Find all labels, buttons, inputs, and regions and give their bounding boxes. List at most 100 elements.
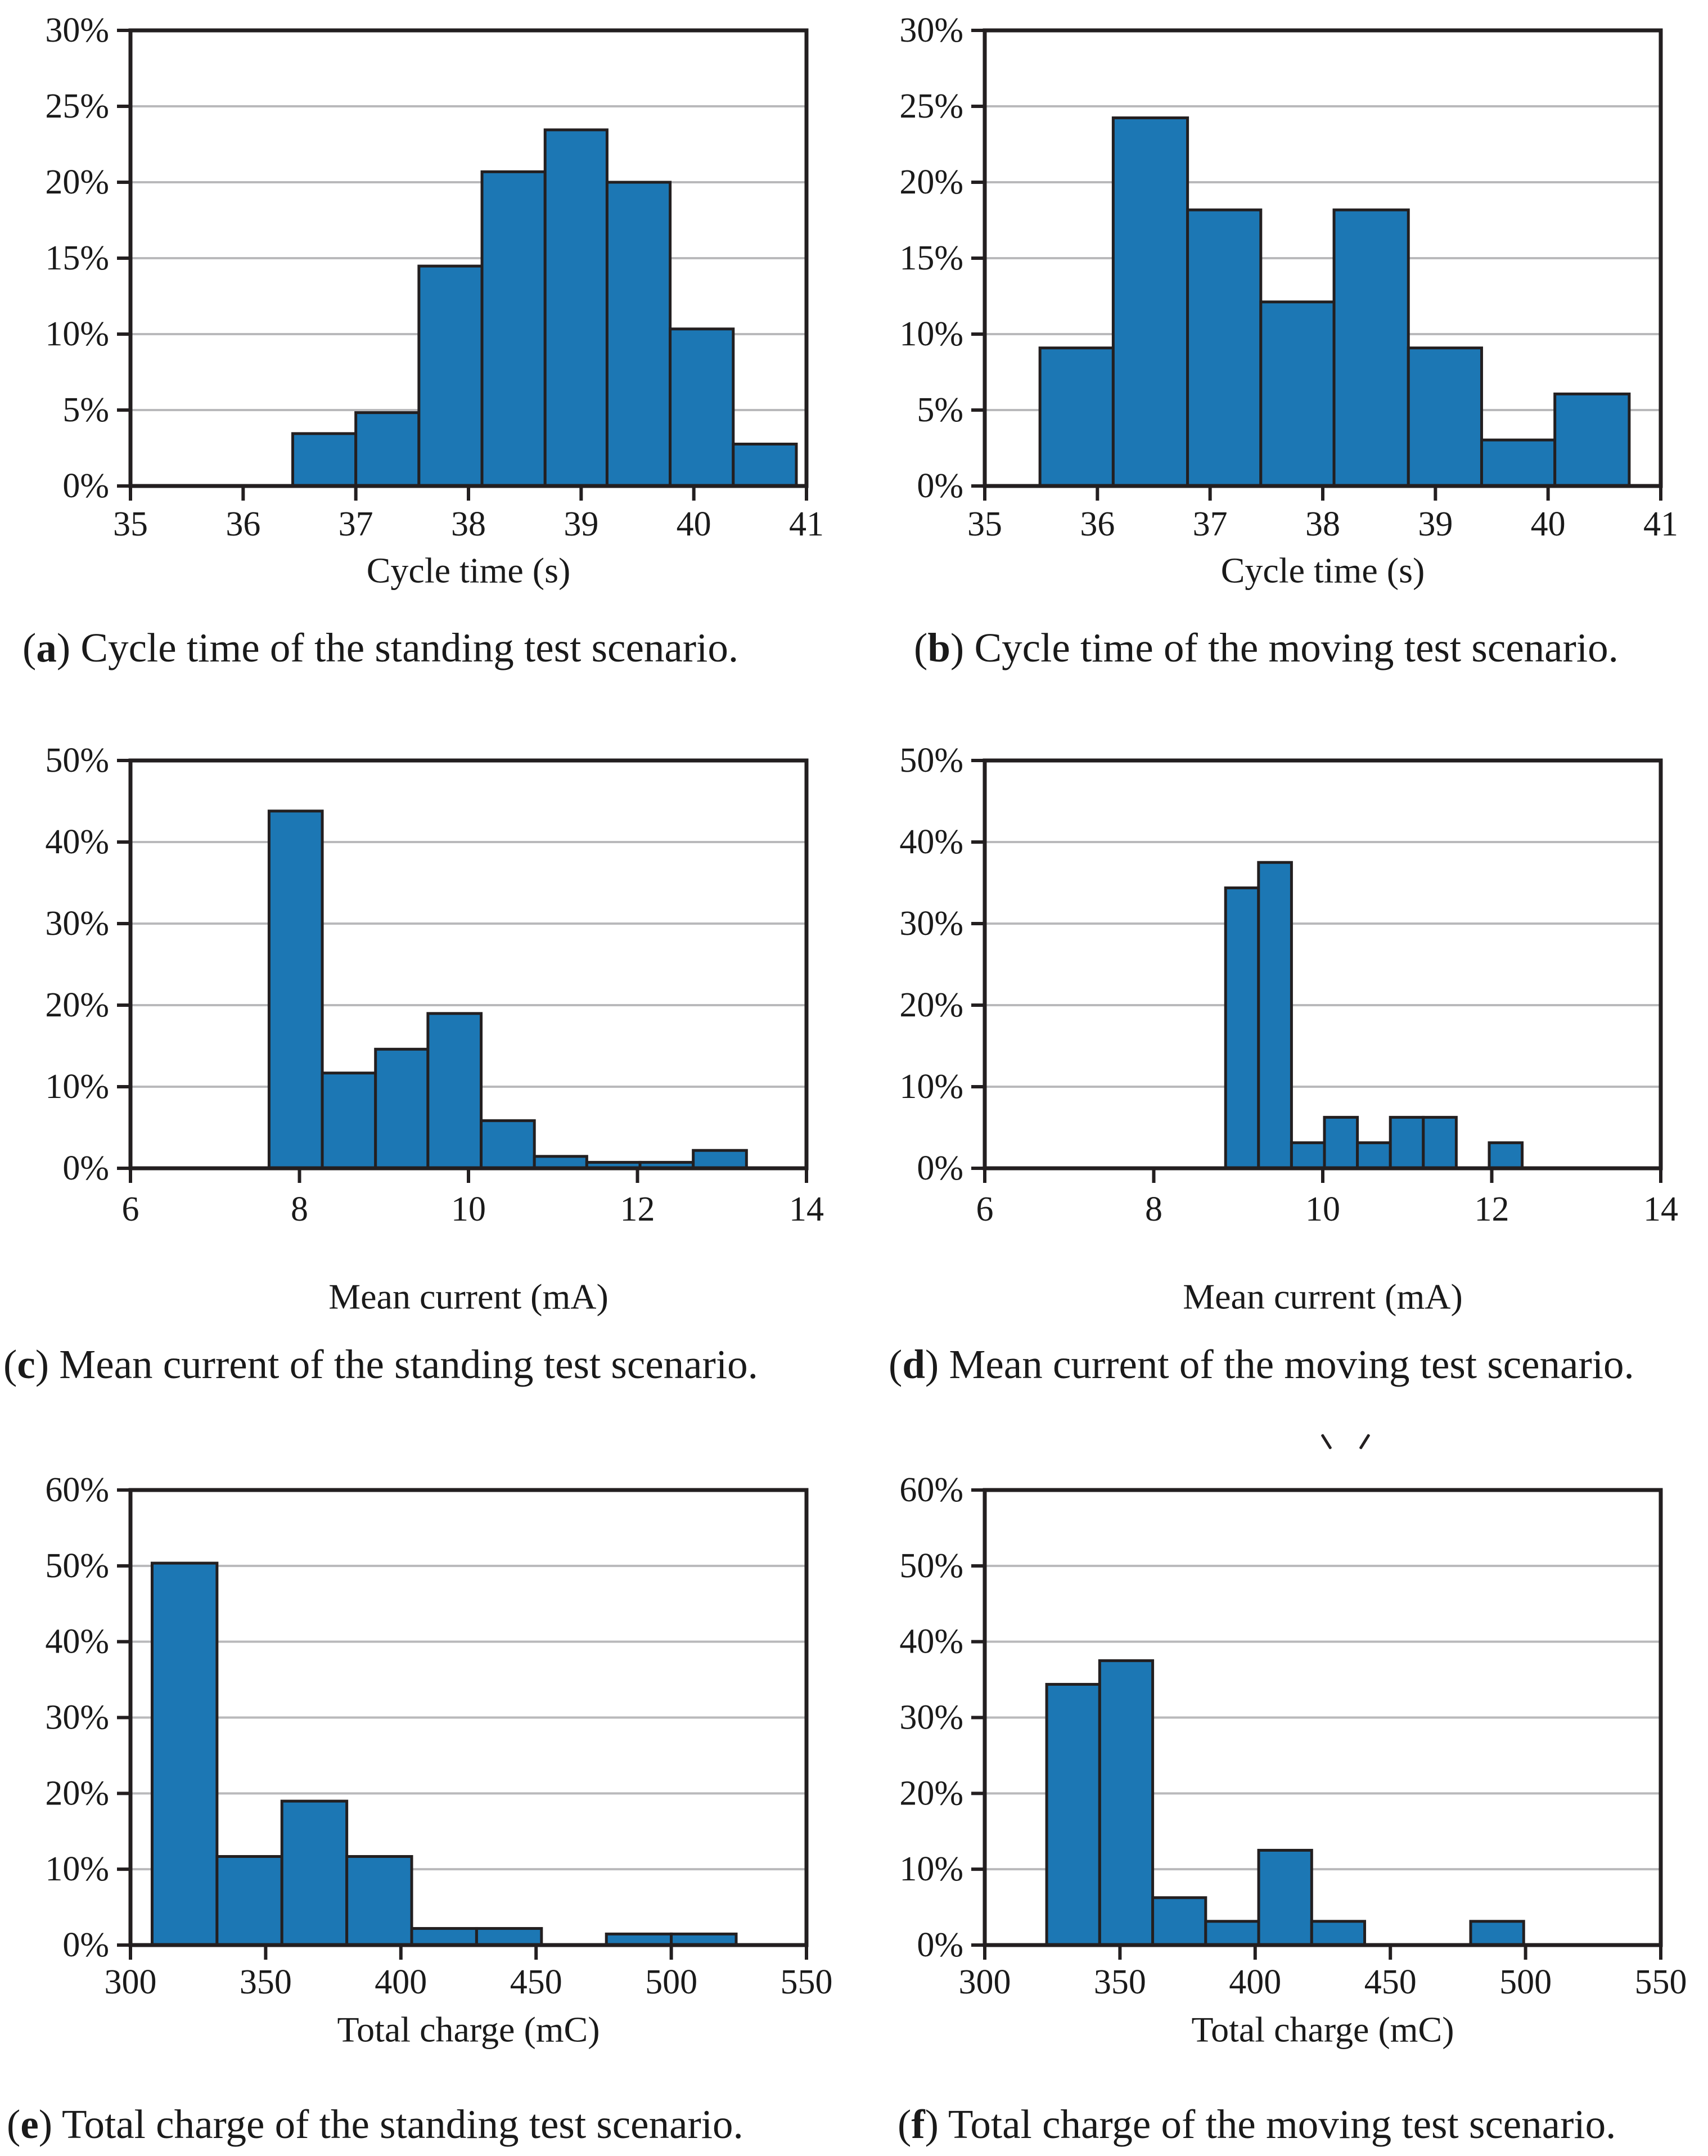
- caption-e-open: (: [7, 2101, 21, 2147]
- y-tick-label: 15%: [899, 239, 963, 277]
- x-axis-title: Total charge (mC): [337, 2010, 600, 2050]
- histogram-bar: [1422, 1115, 1458, 1170]
- histogram-bar: [374, 1047, 430, 1170]
- y-tick-label: 20%: [899, 163, 963, 201]
- x-tick-label: 8: [291, 1190, 308, 1228]
- y-tick-label: 10%: [899, 315, 963, 353]
- x-tick-label: 41: [789, 505, 824, 543]
- histogram-bar: [1332, 208, 1410, 488]
- x-tick-label: 10: [1305, 1190, 1340, 1228]
- y-tick-label: 40%: [45, 823, 109, 861]
- y-tick-label: 30%: [45, 904, 109, 943]
- stray-pen-mark-icon: [1321, 1433, 1332, 1450]
- caption-c: (c) Mean current of the standing test sc…: [3, 1342, 758, 1387]
- histogram-bar: [1259, 300, 1336, 488]
- histogram-panel-f: 0% 10% 20% 30% 40% 50% 60% 300 350 400 450 500 550 To…: [854, 1451, 1708, 2070]
- y-tick-label: 30%: [45, 1699, 109, 1737]
- histogram-bar: [215, 1855, 283, 1947]
- x-tick-label: 350: [240, 1963, 292, 2001]
- plot-frame: [128, 1488, 809, 1947]
- histogram-panel-c: 0% 10% 20% 30% 40% 50% 6 8 10 12 14 Mean current (m…: [0, 714, 854, 1333]
- x-tick-label: 400: [375, 1963, 427, 2001]
- histogram-bar: [417, 264, 484, 488]
- caption-c-text: Mean current of the standing test scenar…: [59, 1342, 758, 1387]
- y-tick-label: 40%: [899, 1623, 963, 1661]
- x-tick-label: 6: [122, 1190, 139, 1228]
- x-tick-label: 40: [1531, 505, 1566, 543]
- y-tick-label: 30%: [45, 11, 109, 49]
- histogram-bar: [291, 432, 358, 488]
- histogram-bar: [280, 1799, 349, 1947]
- caption-b-close: ): [950, 625, 975, 670]
- histogram-bar: [410, 1927, 478, 1947]
- x-axis-title: Cycle time (s): [1221, 551, 1425, 591]
- histogram-bar: [1290, 1141, 1326, 1170]
- histogram-panel-b: 0% 5% 10% 15% 20% 25% 30% 35 36 37 38 39 40 41 Cycle t…: [854, 0, 1708, 619]
- y-tick-label: 5%: [62, 391, 109, 429]
- y-tick-label: 25%: [45, 87, 109, 125]
- y-tick-label: 50%: [899, 1547, 963, 1585]
- histogram-c-chart: 0% 10% 20% 30% 40% 50% 6 8 10 12 14 Mean current (m…: [45, 741, 824, 1317]
- caption-e: (e) Total charge of the standing test sc…: [7, 2102, 743, 2147]
- x-tick-label: 39: [564, 505, 598, 543]
- plot-frame: [128, 758, 809, 1171]
- y-tick-label: 50%: [45, 741, 109, 780]
- caption-d: (d) Mean current of the moving test scen…: [889, 1342, 1634, 1387]
- histogram-bar: [475, 1927, 543, 1947]
- caption-f-label: f: [911, 2101, 925, 2147]
- x-tick-label: 40: [677, 505, 711, 543]
- histogram-bar: [480, 1119, 536, 1170]
- x-tick-label: 36: [226, 505, 260, 543]
- y-tick-label: 15%: [45, 239, 109, 277]
- y-tick-label: 50%: [45, 1547, 109, 1585]
- y-tick-label: 10%: [45, 315, 109, 353]
- y-tick-label: 0%: [62, 467, 109, 505]
- caption-d-text: Mean current of the moving test scenario…: [949, 1342, 1634, 1387]
- x-tick-label: 10: [451, 1190, 486, 1228]
- histogram-bar: [1469, 1920, 1525, 1947]
- histogram-bar: [321, 1072, 377, 1170]
- histogram-bar: [345, 1855, 413, 1947]
- histogram-bar: [1323, 1115, 1359, 1170]
- histogram-bar: [1204, 1920, 1260, 1947]
- y-tick-label: 40%: [899, 823, 963, 861]
- histogram-bar: [1356, 1141, 1392, 1170]
- plot-frame: [983, 28, 1663, 488]
- caption-f: (f) Total charge of the moving test scen…: [898, 2102, 1616, 2147]
- x-tick-label: 36: [1080, 505, 1115, 543]
- plot-frame: [983, 1488, 1663, 1947]
- y-tick-label: 0%: [62, 1926, 109, 1964]
- caption-d-label: d: [902, 1342, 925, 1387]
- caption-a-label: a: [36, 625, 57, 670]
- histogram-d-chart: 0% 10% 20% 30% 40% 50% 6 8 10 12 14 Mean current (m…: [899, 741, 1678, 1317]
- histogram-bar: [1098, 1659, 1155, 1947]
- histogram-panel-a: 0% 5% 10% 15% 20% 25% 30% 35 36 37 38 39 40 41 Cycle t…: [0, 0, 854, 619]
- histogram-bar: [1045, 1682, 1101, 1947]
- histogram-bar: [692, 1149, 748, 1170]
- stray-pen-mark-icon: [1359, 1433, 1371, 1450]
- y-tick-label: 30%: [899, 904, 963, 943]
- y-tick-label: 0%: [917, 1926, 963, 1964]
- histogram-a-chart: 0% 5% 10% 15% 20% 25% 30% 35 36 37 38 39 40 41 Cycle t…: [45, 11, 824, 591]
- x-tick-label: 450: [510, 1963, 562, 2001]
- caption-a-open: (: [22, 625, 37, 670]
- y-tick-label: 0%: [917, 1149, 963, 1187]
- x-tick-label: 450: [1364, 1963, 1417, 2001]
- x-tick-label: 550: [781, 1963, 833, 2001]
- x-tick-label: 8: [1145, 1190, 1162, 1228]
- caption-f-open: (: [898, 2101, 912, 2147]
- y-tick-label: 25%: [899, 87, 963, 125]
- x-tick-label: 38: [1305, 505, 1340, 543]
- y-tick-label: 20%: [45, 986, 109, 1024]
- y-tick-label: 0%: [917, 467, 963, 505]
- caption-a: (a) Cycle time of the standing test scen…: [22, 625, 738, 670]
- caption-f-text: Total charge of the moving test scenario…: [948, 2101, 1616, 2147]
- y-tick-label: 40%: [45, 1623, 109, 1661]
- y-tick-label: 60%: [899, 1471, 963, 1509]
- y-tick-label: 30%: [899, 11, 963, 49]
- histogram-bar: [1389, 1115, 1425, 1170]
- y-tick-label: 30%: [899, 1699, 963, 1737]
- y-tick-label: 10%: [899, 1850, 963, 1888]
- histogram-bar: [1224, 886, 1260, 1170]
- caption-b-open: (: [914, 625, 928, 670]
